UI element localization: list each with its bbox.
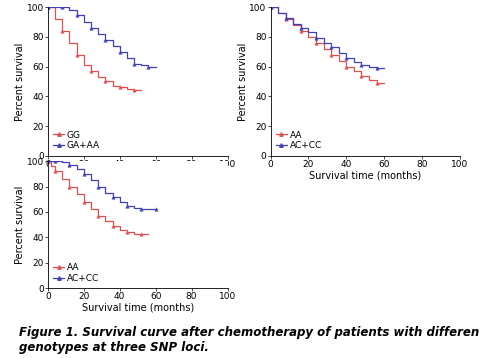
- Legend: AA, AC+CC: AA, AC+CC: [52, 262, 100, 284]
- Legend: GG, GA+AA: GG, GA+AA: [52, 130, 101, 151]
- X-axis label: Survival time (months): Survival time (months): [309, 170, 422, 180]
- X-axis label: Survival time (months): Survival time (months): [81, 170, 194, 180]
- Y-axis label: Percent survival: Percent survival: [15, 42, 25, 121]
- Text: Figure 1. Survival curve after chemotherapy of patients with different
genotypes: Figure 1. Survival curve after chemother…: [19, 326, 479, 354]
- Legend: AA, AC+CC: AA, AC+CC: [275, 130, 323, 151]
- X-axis label: Survival time (months): Survival time (months): [81, 303, 194, 313]
- Y-axis label: Percent survival: Percent survival: [15, 185, 25, 264]
- Y-axis label: Percent survival: Percent survival: [238, 42, 248, 121]
